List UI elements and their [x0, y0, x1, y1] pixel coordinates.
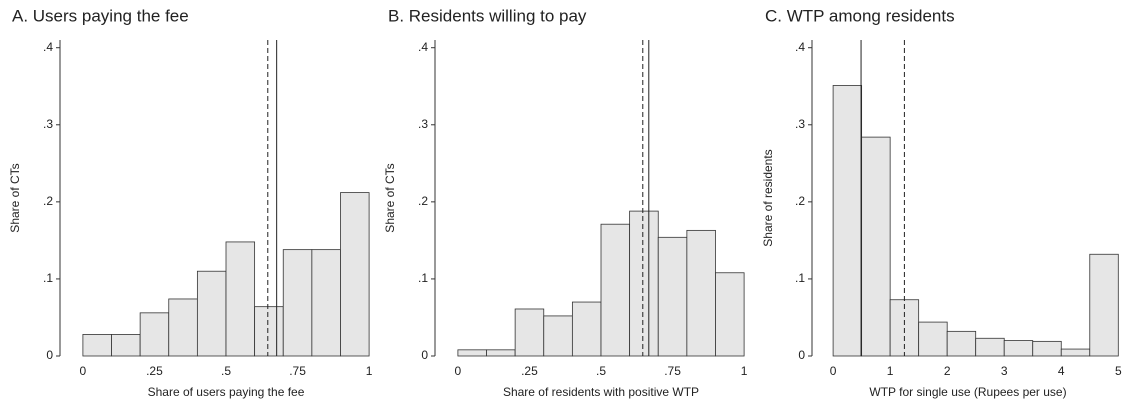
bar	[600, 223, 631, 357]
bar	[543, 315, 573, 357]
x-tick-label: 2	[944, 364, 951, 378]
bar	[486, 349, 516, 357]
x-tick-label: 4	[1058, 364, 1065, 378]
bar	[1003, 340, 1034, 357]
x-tick-label: .25	[521, 364, 538, 378]
y-axis-label: Share of residents	[761, 149, 775, 246]
y-tick-label: .4	[795, 40, 805, 54]
x-axis-label: WTP for single use (Rupees per use)	[869, 385, 1066, 399]
bar	[196, 270, 227, 357]
x-tick-label: 3	[1001, 364, 1008, 378]
y-tick-label: .2	[43, 194, 53, 208]
bar	[254, 306, 284, 357]
x-tick-label: 0	[80, 364, 87, 378]
y-tick-label: .4	[418, 40, 428, 54]
y-tick-label: .3	[795, 117, 805, 131]
bar	[1089, 253, 1119, 357]
bar	[168, 298, 198, 357]
bar	[657, 236, 688, 357]
y-tick-label: .2	[418, 194, 428, 208]
bar	[861, 136, 891, 357]
y-tick-label: 0	[46, 348, 53, 362]
bar	[82, 334, 112, 357]
x-axis-label: Share of users paying the fee	[148, 385, 305, 399]
y-tick-label: .1	[795, 271, 805, 285]
y-tick-label: .1	[418, 271, 428, 285]
bar	[571, 301, 602, 357]
bar	[1060, 348, 1091, 357]
bar	[457, 349, 487, 357]
y-tick-label: .3	[418, 117, 428, 131]
x-tick-label: 0	[455, 364, 462, 378]
y-tick-label: 0	[798, 348, 805, 362]
bar	[918, 321, 948, 357]
bar	[975, 337, 1005, 357]
x-tick-label: 0	[830, 364, 837, 378]
x-tick-label: 1	[741, 364, 748, 378]
x-tick-label: .75	[289, 364, 306, 378]
y-tick-label: .1	[43, 271, 53, 285]
panel-title: A. Users paying the fee	[12, 6, 189, 25]
bar	[629, 210, 659, 357]
bar	[111, 334, 141, 357]
y-tick-label: .4	[43, 40, 53, 54]
bar	[282, 249, 313, 357]
bar	[832, 85, 863, 357]
bar	[311, 249, 341, 357]
bar	[139, 312, 170, 357]
y-tick-label: 0	[421, 348, 428, 362]
x-tick-label: 5	[1115, 364, 1122, 378]
y-axis-label: Share of CTs	[383, 163, 397, 232]
bar	[686, 229, 716, 357]
bar	[514, 308, 545, 357]
bar	[340, 192, 370, 357]
y-tick-label: .3	[43, 117, 53, 131]
bar	[1032, 340, 1062, 357]
panel-title: B. Residents willing to pay	[388, 6, 587, 25]
x-tick-label: .75	[664, 364, 681, 378]
x-tick-label: 1	[366, 364, 373, 378]
y-axis-label: Share of CTs	[8, 163, 22, 232]
bar	[225, 241, 256, 357]
x-tick-label: .5	[221, 364, 231, 378]
panel-title: C. WTP among residents	[765, 6, 955, 25]
x-axis-label: Share of residents with positive WTP	[503, 385, 699, 399]
x-tick-label: 1	[887, 364, 894, 378]
bar	[715, 272, 745, 357]
bar	[946, 330, 977, 357]
x-tick-label: .25	[146, 364, 163, 378]
y-tick-label: .2	[795, 194, 805, 208]
x-tick-label: .5	[596, 364, 606, 378]
